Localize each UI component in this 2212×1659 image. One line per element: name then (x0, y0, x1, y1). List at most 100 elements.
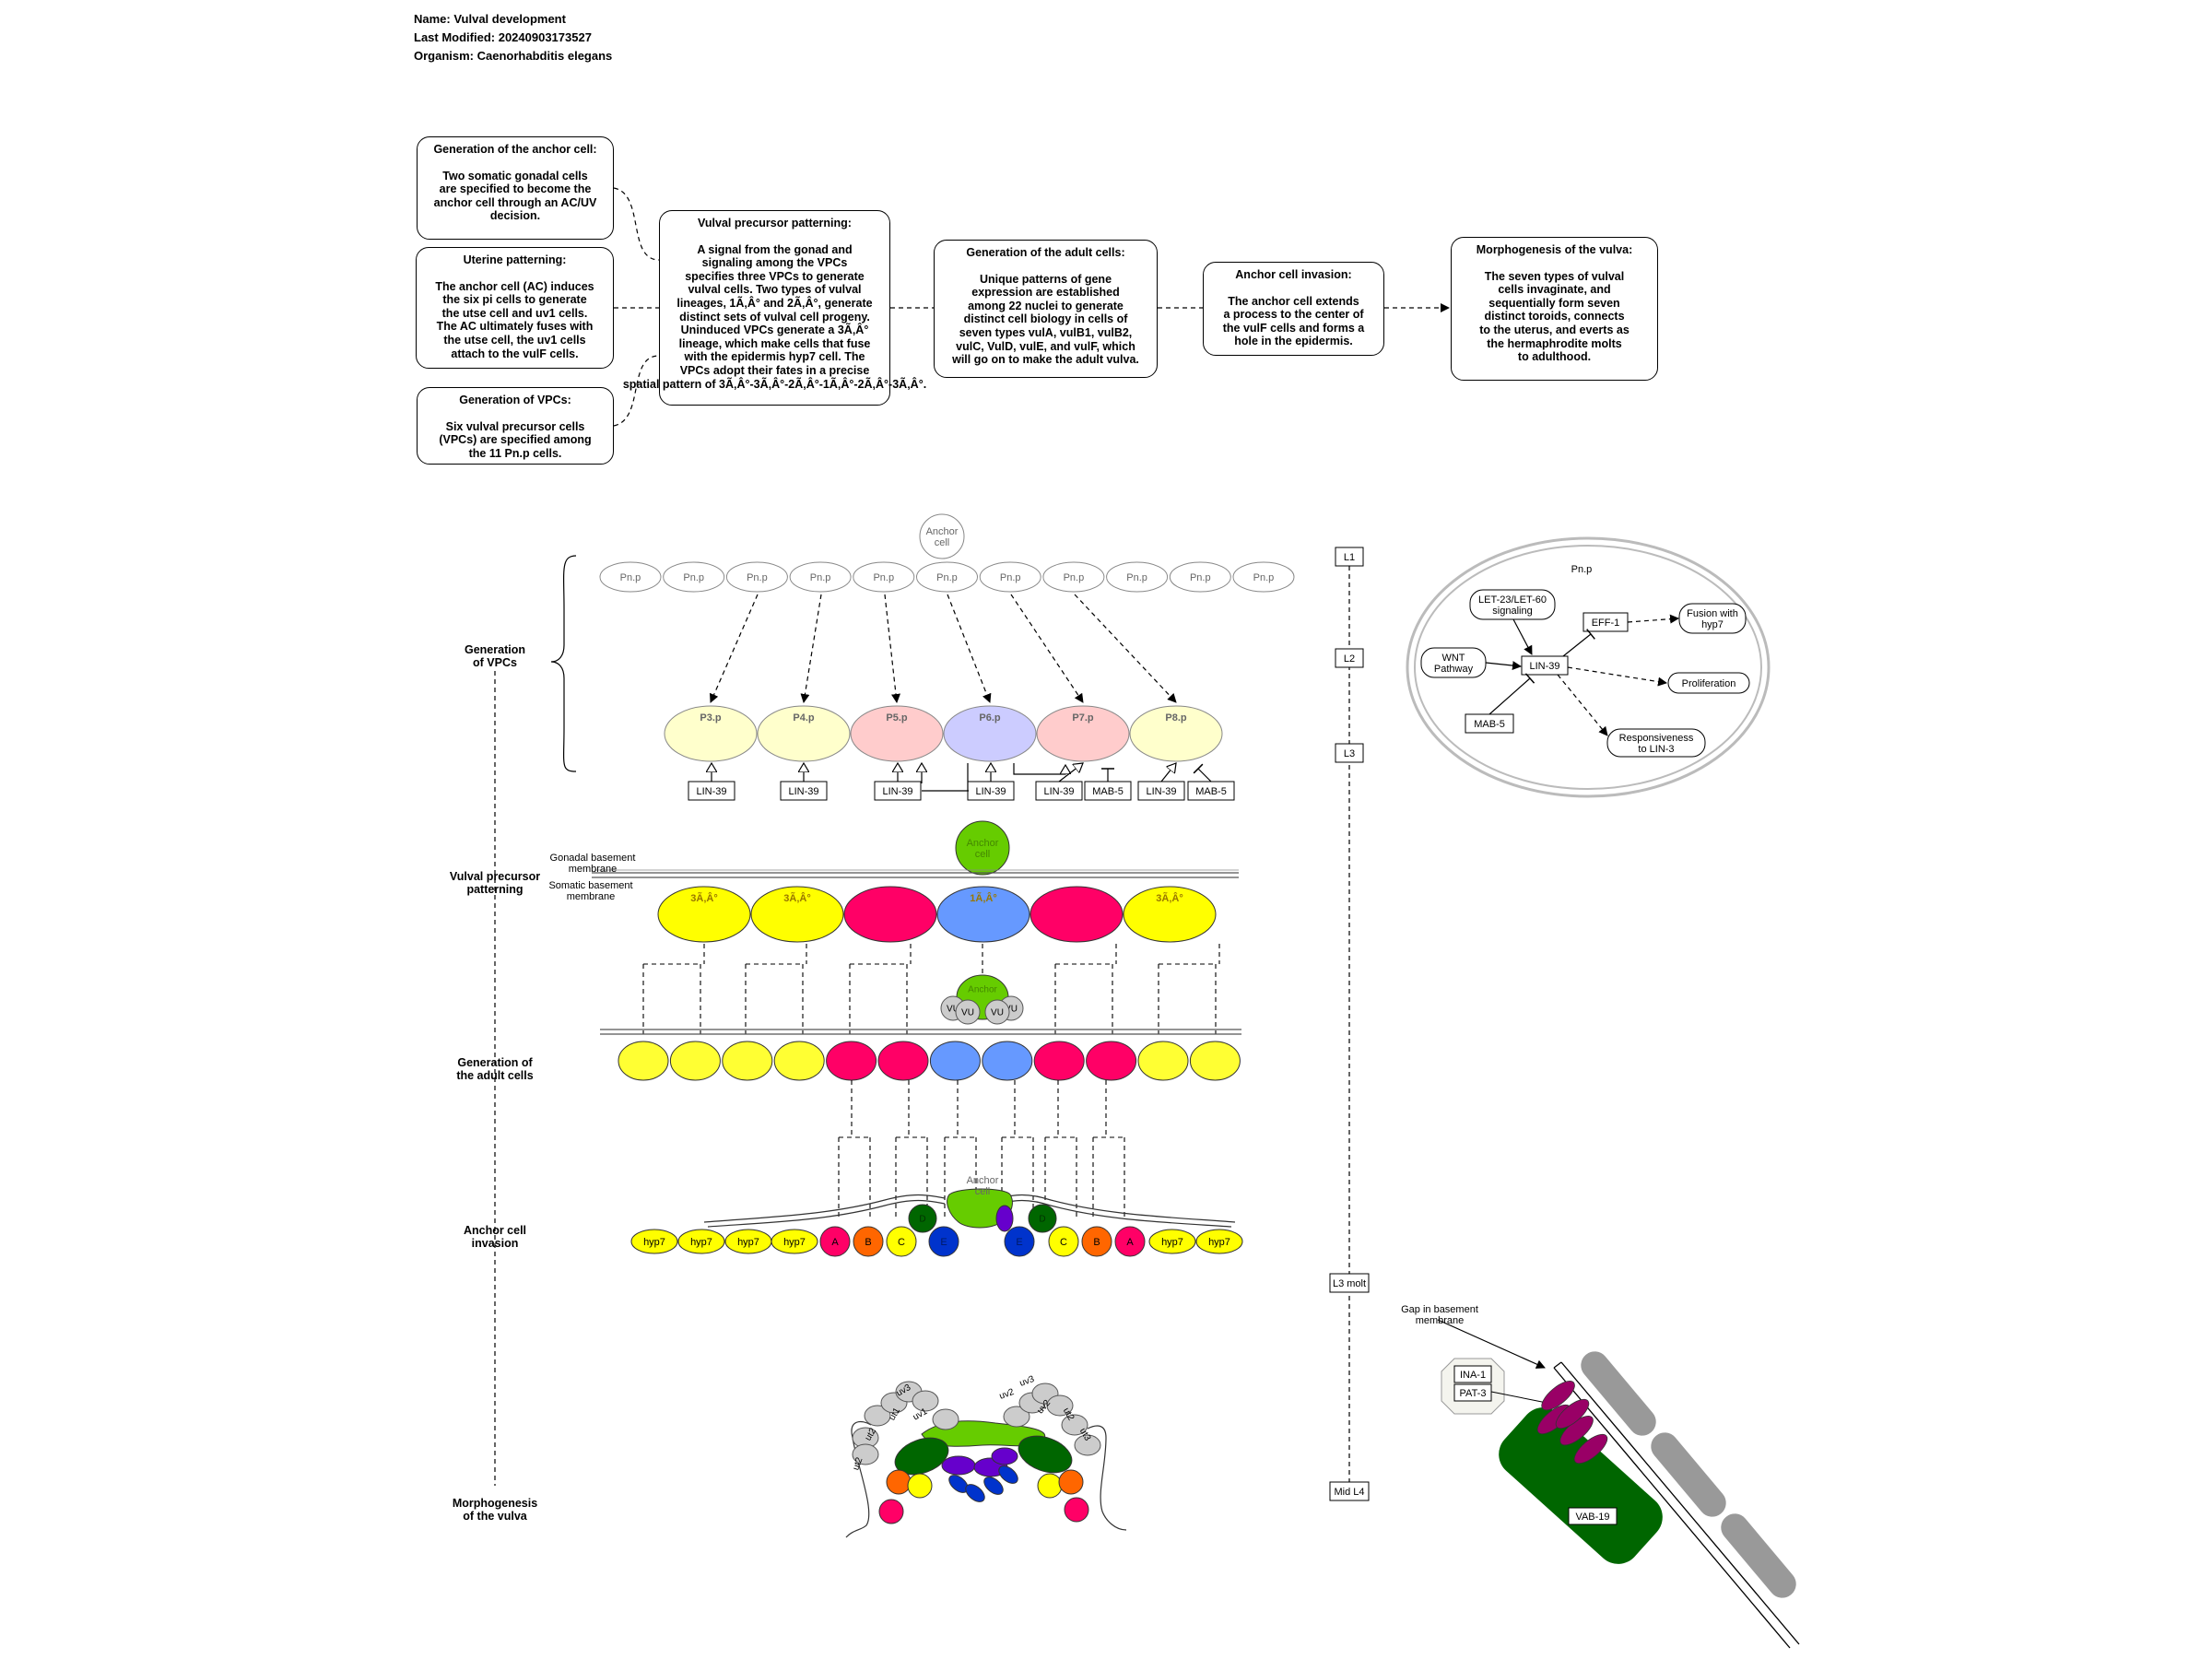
responsiveness-node (1606, 728, 1706, 758)
vpc-cell (757, 705, 851, 762)
pnp-label: Pn.p (747, 572, 768, 583)
lineage-bracket (1054, 944, 1117, 1034)
pathway-name: Name: Vulval development (414, 12, 566, 26)
uterine-cell (912, 1390, 939, 1412)
anchor-cell-top-label: Anchor cell (926, 526, 959, 548)
vab19-label: VAB-19 (1575, 1512, 1609, 1523)
box-anchor-cell-generation[interactable]: Generation of the anchor cell: Two somat… (417, 136, 614, 240)
vab19-box (1568, 1507, 1618, 1525)
morpho-vulval-cell (1058, 1469, 1084, 1495)
vulf-cell (995, 1205, 1014, 1232)
organism: Organism: Caenorhabditis elegans (414, 49, 613, 63)
pnp-cell (1169, 561, 1231, 593)
vpc-lineage-arrow (710, 594, 759, 703)
regulator-edge (1193, 763, 1212, 782)
morpho-membrane-right (1087, 1425, 1127, 1531)
morpho-vulval-cell (1037, 1473, 1063, 1499)
pnp-network: Pn.p LET-23/LET-60 signaling WNT Pathway LIN-… (1406, 536, 1771, 798)
morpho-membrane-left (845, 1420, 872, 1538)
network-edges (1485, 614, 1679, 736)
hyp7-cell (771, 1229, 818, 1254)
stage-label-invasion: Anchor cell invasion (463, 1224, 527, 1250)
pnp-cell (979, 561, 1041, 593)
uterine-cell-label: uv3 (1018, 1374, 1036, 1389)
last-modified: Last Modified: 20240903173527 (414, 30, 592, 44)
vu-cell (984, 999, 1010, 1025)
regulator-edge (1058, 763, 1083, 782)
fate-cell (1123, 886, 1217, 943)
vulval-cell-b (853, 1226, 884, 1257)
pnp-label: Pn.p (620, 572, 641, 583)
adult-bracket (1001, 1080, 1034, 1217)
invasion-cell-label: A (1126, 1237, 1134, 1248)
responsiveness-node-label: Responsiveness to LIN-3 (1619, 733, 1694, 755)
pnp-cell (916, 561, 978, 593)
regulator-label: MAB-5 (1092, 786, 1124, 797)
pnp-label: Pn.p (1190, 572, 1211, 583)
vulE-toroid (965, 1484, 985, 1502)
regulator-label: LIN-39 (882, 786, 912, 797)
box-vulva-morphogenesis[interactable]: Morphogenesis of the vulva: The seven ty… (1451, 237, 1658, 381)
box-anchor-cell-invasion[interactable]: Anchor cell invasion: The anchor cell ex… (1203, 262, 1384, 356)
box-anchor-cell-invasion-title: Anchor cell invasion: (1235, 268, 1352, 281)
vpc-label: P5.p (886, 712, 908, 724)
timeline-marker-1 (1335, 547, 1364, 567)
box-vpc-generation-title: Generation of VPCs: (459, 394, 571, 406)
box-adult-cells-generation-body: Unique patterns of gene expression are e… (952, 272, 1139, 367)
adult-cells-panel (618, 1041, 1241, 1217)
box-anchor-cell-generation-title: Generation of the anchor cell: (433, 143, 597, 156)
vpc-lineage-arrow (1074, 594, 1177, 703)
lin39-node (1521, 655, 1569, 676)
box-adult-cells-generation[interactable]: Generation of the adult cells: Unique pa… (934, 240, 1158, 378)
edge-mab5-lin39 (1488, 673, 1535, 715)
pnp-cell (1042, 561, 1105, 593)
pnp-cell (1106, 561, 1169, 593)
timeline-marker-5 (1329, 1481, 1370, 1501)
adult-bracket (1044, 1080, 1077, 1217)
vpc-cell (1129, 705, 1223, 762)
vpc-cell (850, 705, 944, 762)
vulval-cell-c (1048, 1226, 1079, 1257)
hemidesmosome (1555, 1398, 1590, 1430)
invasion-cell-label: B (1093, 1237, 1100, 1248)
uterine-cell (1074, 1434, 1101, 1456)
timeline-label-5: Mid L4 (1334, 1487, 1364, 1498)
edge-wnt-lin39 (1485, 661, 1522, 671)
box-vulval-precursor-patterning-body: A signal from the gonad and signaling am… (622, 242, 927, 391)
fate-label: 3Ã‚Â° (783, 892, 810, 904)
box-vpc-generation[interactable]: Generation of VPCs: Six vulval precursor… (417, 387, 614, 465)
morpho-vulval-cell (1064, 1497, 1089, 1523)
somatic-membrane-label: Somatic basement membrane (548, 880, 633, 902)
uterine-cell (864, 1405, 891, 1427)
invasion-cell-label: E (1016, 1237, 1022, 1248)
edge-lin39-eff1 (1562, 629, 1595, 657)
vulD-cell (1028, 1204, 1057, 1233)
hyp7-cell (1195, 1229, 1243, 1254)
edge-lin39-proliferation (1567, 666, 1667, 687)
timeline-label-4: L3 molt (1333, 1278, 1366, 1289)
fate-cell (750, 886, 844, 943)
adult-cell (877, 1041, 929, 1081)
anchor-cell-patterning (955, 820, 1010, 876)
adult-cell (618, 1041, 669, 1081)
invasion-cell-label: hyp7 (783, 1237, 806, 1248)
vu-cell (955, 999, 981, 1025)
pnp-label: Pn.p (1000, 572, 1021, 583)
invasion-cell-label: hyp7 (690, 1237, 712, 1248)
box-vulval-precursor-patterning[interactable]: Vulval precursor patterning: A signal fr… (623, 210, 926, 406)
timeline-label-3: L3 (1344, 748, 1355, 759)
stage-label-morphogenesis: Morphogenesis of the vulva (452, 1497, 538, 1523)
box-uterine-patterning[interactable]: Uterine patterning: The anchor cell (AC)… (416, 247, 614, 369)
connector-anchor-to-patterning (613, 187, 660, 261)
timeline-marker-4 (1329, 1273, 1370, 1293)
fate-label: 1Ã‚Â° (970, 892, 996, 904)
fate-cell (936, 886, 1030, 943)
pat3-label: PAT-3 (1460, 1388, 1487, 1399)
adult-cell (1189, 1041, 1241, 1081)
fate-cell (843, 886, 937, 943)
anchor-cell-invading-label: Anchor cell (967, 1175, 999, 1197)
stage-label-precursor-patterning: Vulval precursor patterning (449, 870, 541, 896)
